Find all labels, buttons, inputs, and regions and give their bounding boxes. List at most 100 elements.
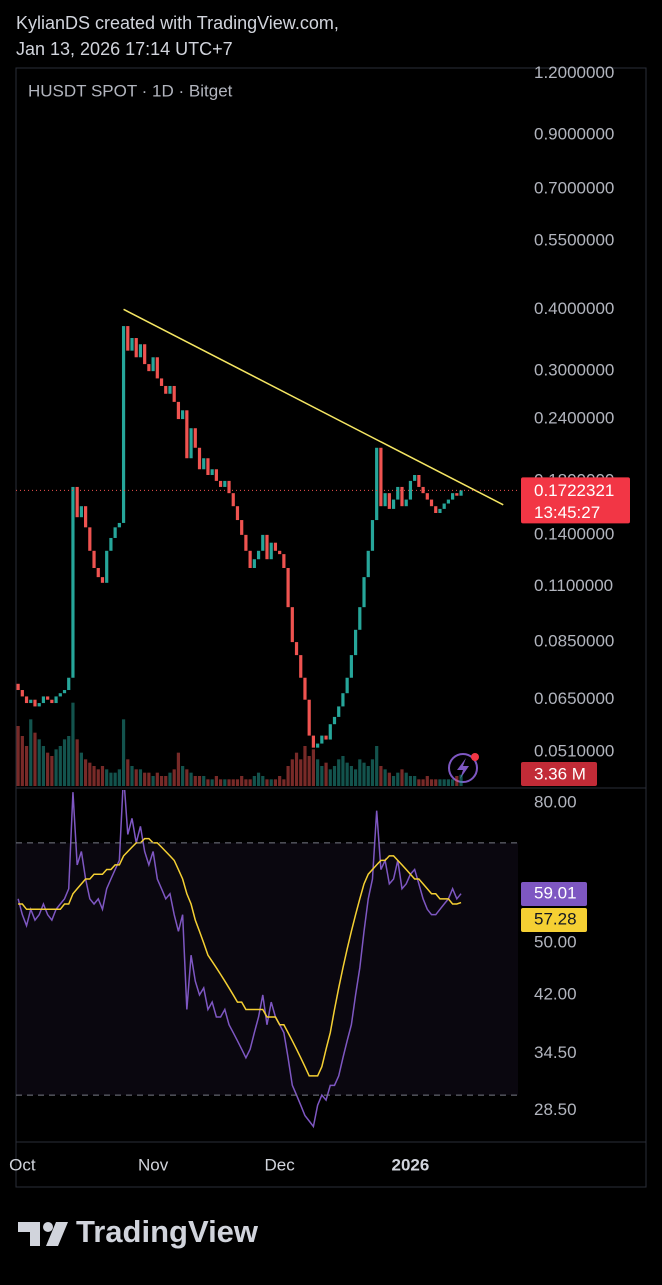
volume-bar: [451, 779, 455, 786]
candle-body: [442, 503, 446, 509]
candle-body: [79, 506, 83, 518]
volume-bar: [218, 779, 223, 786]
volume-bar: [269, 779, 273, 786]
candle-body: [176, 401, 181, 420]
candle-body: [126, 326, 130, 351]
candle-body: [193, 428, 197, 448]
volume-bar: [248, 779, 252, 786]
candle-body: [261, 534, 265, 551]
volume-bar: [400, 769, 404, 786]
volume-bar: [383, 769, 387, 786]
volume-bar: [138, 769, 143, 786]
price-pane: [16, 326, 463, 786]
candle-body: [71, 486, 75, 678]
rsi-line: [17, 790, 462, 1129]
candle-body: [299, 655, 303, 678]
candle-body: [109, 537, 113, 551]
volume-bar: [33, 732, 37, 786]
volume-bar: [379, 766, 383, 786]
volume-bar: [375, 746, 379, 786]
volume-bar: [396, 772, 400, 786]
candle-body: [413, 474, 417, 481]
last-price-box: [521, 477, 630, 524]
volume-bar: [29, 719, 33, 786]
x-tick-label: Oct: [9, 1155, 36, 1174]
volume-bar: [417, 779, 421, 786]
volume-bar: [223, 779, 227, 786]
candle-body: [210, 469, 214, 475]
alert-icon: [448, 753, 479, 783]
volume-bar: [105, 769, 109, 786]
volume-bar: [442, 779, 446, 786]
candle-body: [105, 550, 109, 583]
volume-bar: [96, 769, 100, 786]
candle-body: [375, 447, 379, 521]
y-tick-label: 0.3000000: [534, 361, 614, 380]
candle-body: [189, 428, 193, 459]
candle-body: [269, 542, 273, 560]
candle-body: [421, 486, 425, 494]
candle-body: [96, 567, 100, 578]
candle-body: [164, 385, 168, 394]
symbol-legend: HUSDT SPOT · 1D · Bitget: [28, 81, 233, 100]
candle-body: [316, 743, 320, 748]
volume-bar: [429, 779, 434, 786]
volume-bar: [273, 779, 278, 786]
y-tick-label: 0.7000000: [534, 179, 614, 198]
trendline: [123, 308, 504, 506]
candle-body: [324, 735, 328, 740]
volume-bar: [370, 759, 375, 786]
volume-bar: [214, 776, 218, 786]
volume-bar: [159, 776, 164, 786]
volume-bar: [324, 762, 328, 786]
volume-bar: [46, 752, 50, 786]
volume-bar: [71, 702, 75, 786]
candle-body: [273, 542, 278, 551]
y-tick-label: 0.9000000: [534, 125, 614, 144]
volume-bar: [181, 766, 185, 786]
volume-bar: [434, 779, 438, 786]
volume-bar: [210, 779, 214, 786]
candle-body: [134, 338, 138, 358]
candle-body: [278, 550, 282, 555]
value-box: [521, 908, 587, 932]
volume-bar: [84, 759, 88, 786]
candle-body: [185, 410, 189, 459]
y-tick-label: 0.0650000: [534, 689, 614, 708]
candle-body: [244, 534, 248, 551]
volume-bar: [164, 776, 168, 786]
brand-logo: [18, 1222, 68, 1246]
candle-body: [265, 534, 269, 560]
candle-body: [391, 499, 396, 509]
candle-body: [425, 493, 429, 500]
y-tick-label: 34.50: [534, 1043, 577, 1062]
rsi-band-fill: [16, 842, 518, 1096]
candle-body: [455, 493, 459, 496]
volume-bar: [404, 772, 408, 786]
y-tick-label: 0.0510000: [534, 741, 614, 760]
candle-body: [37, 703, 41, 707]
volume-label: 3.36 M: [534, 764, 586, 783]
candle-body: [197, 447, 202, 470]
candle-body: [50, 699, 54, 704]
brand-name: TradingView: [76, 1214, 259, 1249]
candle-body: [143, 344, 147, 365]
volume-bar: [244, 779, 248, 786]
candle-body: [240, 520, 244, 535]
candle-body: [227, 480, 231, 494]
y-tick-label: 50.00: [534, 933, 577, 952]
volume-bar: [100, 766, 105, 786]
candle-body: [62, 690, 67, 694]
candle-body: [341, 693, 345, 707]
y-tick-label: 80.00: [534, 793, 577, 812]
candle-body: [459, 490, 463, 496]
candle-body: [446, 499, 450, 504]
volume-bar: [37, 739, 41, 786]
volume-bar: [320, 766, 324, 786]
y-tick-label: 0.5500000: [534, 230, 614, 249]
volume-bar: [134, 769, 138, 786]
candle-body: [151, 357, 155, 372]
candle-body: [24, 696, 29, 704]
volume-bar: [109, 772, 113, 786]
